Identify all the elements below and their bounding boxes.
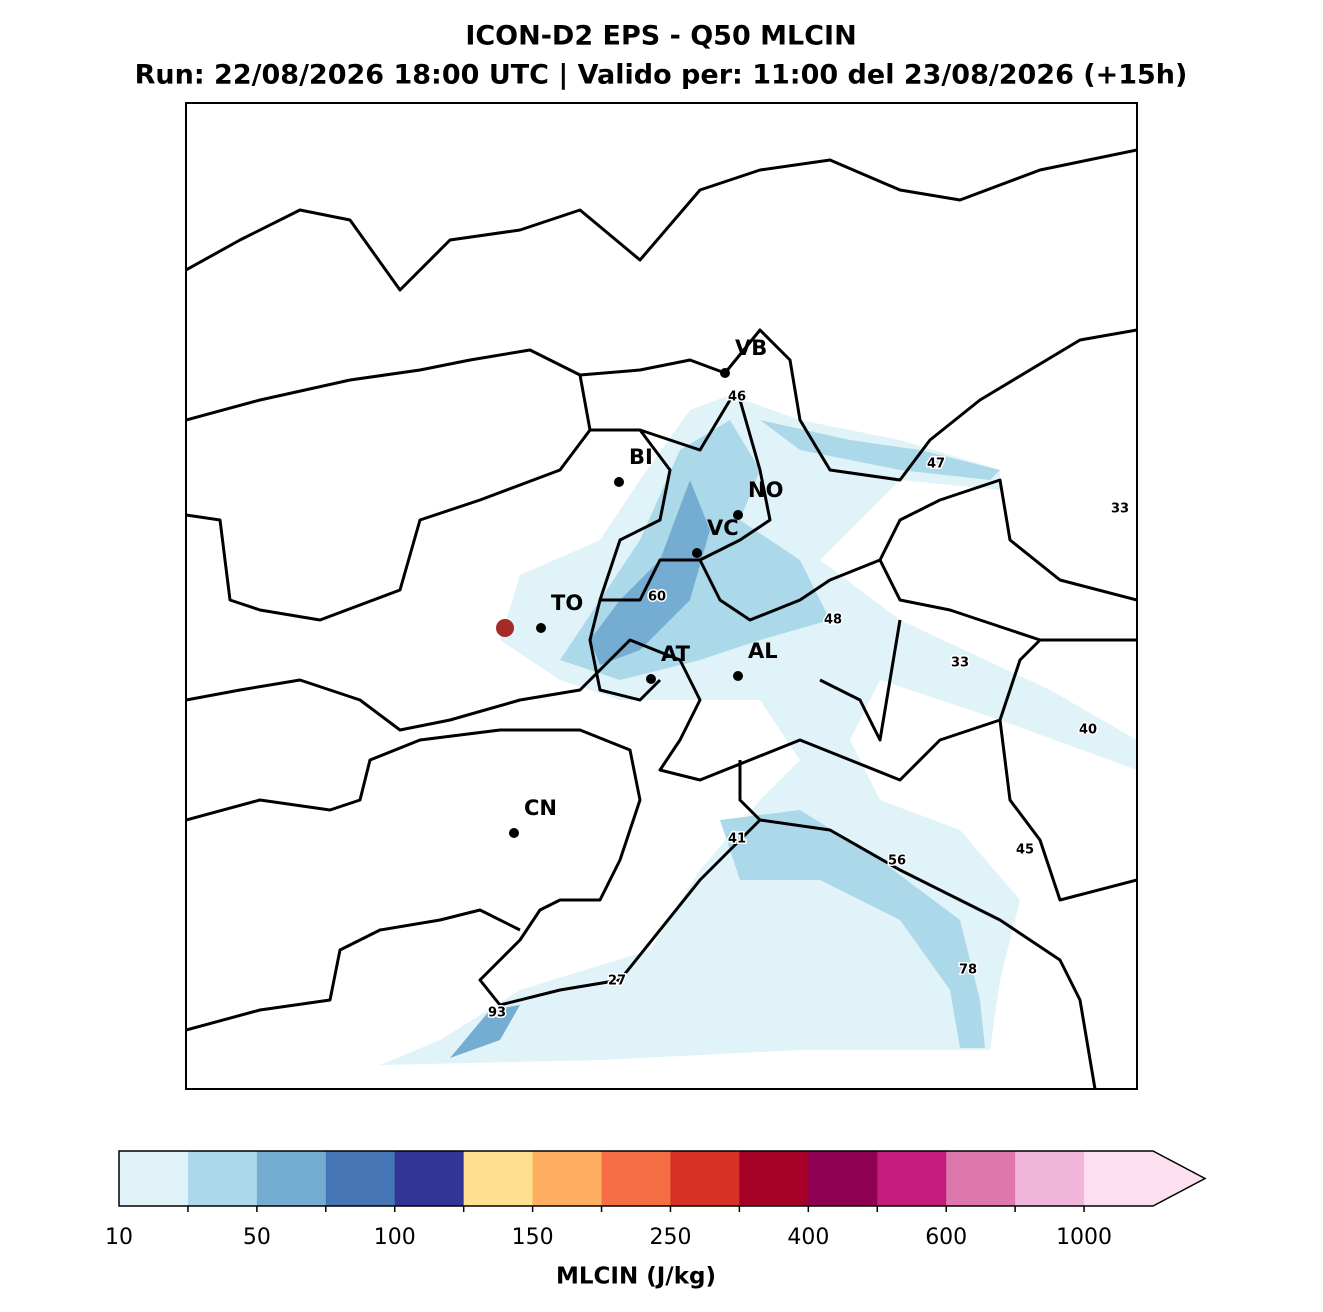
contour-label: 33 xyxy=(951,656,969,671)
colorbar-tick-label: 150 xyxy=(512,1225,554,1250)
contour-label: 56 xyxy=(888,854,906,869)
city-dot xyxy=(692,548,702,558)
colorbar-outline xyxy=(118,1150,1207,1207)
city-dot xyxy=(720,368,730,378)
colorbar-segment xyxy=(256,1151,327,1206)
colorbar-segment xyxy=(946,1151,1016,1206)
colorbar-segment xyxy=(394,1151,465,1206)
colorbar-segment xyxy=(601,1151,671,1206)
colorbar-segment xyxy=(325,1151,396,1206)
contour-label: 93 xyxy=(488,1006,506,1021)
colorbar-segment xyxy=(119,1151,189,1206)
city-dot xyxy=(614,477,624,487)
colorbar-tick-label: 50 xyxy=(243,1225,271,1250)
contour-label: 60 xyxy=(648,590,666,605)
city-label: NO xyxy=(748,478,783,502)
city-label: VC xyxy=(707,516,739,540)
map: VB BI NO VC TO AT AL CN 46 47 33 60 48 33 40 41 56 45 78 27… xyxy=(185,102,1138,1090)
borders xyxy=(186,148,1137,1089)
city-label: BI xyxy=(629,445,653,469)
contour-label: 33 xyxy=(1111,502,1129,517)
city-label: CN xyxy=(524,796,557,820)
city-dot xyxy=(536,623,546,633)
subtitle: Run: 22/08/2026 18:00 UTC | Valido per: … xyxy=(135,60,1188,91)
city-label: AT xyxy=(661,642,691,666)
location-marker xyxy=(496,619,514,637)
colorbar-tick-label: 400 xyxy=(787,1225,829,1250)
colorbar-segment xyxy=(1015,1151,1085,1206)
contour-label: 40 xyxy=(1079,723,1097,738)
contour-label: 45 xyxy=(1016,843,1034,858)
city-dot xyxy=(733,671,743,681)
colorbar-tick-label: 100 xyxy=(374,1225,416,1250)
colorbar-tick-label: 600 xyxy=(925,1225,967,1250)
colorbar-segment xyxy=(877,1151,947,1206)
map-frame xyxy=(185,102,1138,1090)
colorbar-segment xyxy=(463,1151,534,1206)
colorbar-segment xyxy=(670,1151,740,1206)
colorbar-segment xyxy=(532,1151,603,1206)
colorbar-segment xyxy=(808,1151,878,1206)
colorbar-tick-label: 250 xyxy=(649,1225,691,1250)
colorbar-segment xyxy=(187,1151,258,1206)
contour-label: 78 xyxy=(959,963,977,978)
contour-label: 27 xyxy=(608,974,626,989)
contour-label: 41 xyxy=(728,832,746,847)
city-dot xyxy=(646,674,656,684)
city-label: TO xyxy=(551,591,583,615)
city-dot xyxy=(509,828,519,838)
title: ICON-D2 EPS - Q50 MLCIN xyxy=(465,21,856,52)
contour-label: 46 xyxy=(728,390,746,405)
city-label: VB xyxy=(735,336,767,360)
contour-label: 48 xyxy=(824,613,842,628)
contour-label: 47 xyxy=(927,457,945,472)
colorbar-segment xyxy=(739,1151,809,1206)
colorbar-label: MLCIN (J/kg) xyxy=(556,1264,716,1290)
colorbar-tick-label: 10 xyxy=(105,1225,133,1250)
colorbar-tick-label: 1000 xyxy=(1056,1225,1112,1250)
city-dot xyxy=(733,510,743,520)
colorbar-segment xyxy=(1084,1151,1205,1206)
colorbar: 10 50 100 150 250 400 600 1000 xyxy=(105,1150,1207,1250)
city-label: AL xyxy=(748,639,778,663)
